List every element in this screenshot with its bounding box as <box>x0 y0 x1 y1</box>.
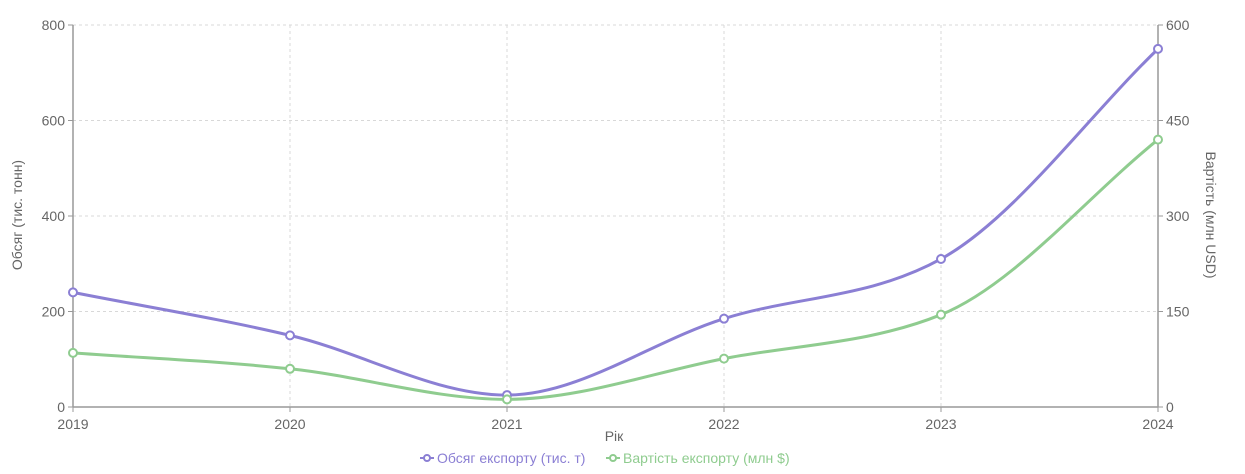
left-y-tick-label: 400 <box>42 208 66 224</box>
right-y-tick-label: 600 <box>1166 17 1190 33</box>
left-y-tick-label: 200 <box>42 304 66 320</box>
right-y-tick-label: 450 <box>1166 113 1190 129</box>
left-y-tick-label: 800 <box>42 17 66 33</box>
data-point-1[interactable] <box>68 347 78 358</box>
legend-label-value: Вартість експорту (млн $) <box>623 450 790 466</box>
left-y-axis-ticks: 0 200 400 600 800 <box>42 17 73 415</box>
x-tick-label: 2020 <box>274 416 305 432</box>
data-point-0[interactable] <box>1153 43 1163 54</box>
legend-label-volume: Обсяг експорту (тис. т) <box>437 450 585 466</box>
right-y-tick-label: 300 <box>1166 208 1190 224</box>
x-tick-label: 2019 <box>57 416 88 432</box>
right-y-axis-title: Вартість (млн USD) <box>1203 151 1219 278</box>
data-point-1[interactable] <box>719 353 729 364</box>
x-tick-label: 2021 <box>491 416 522 432</box>
x-tick-label: 2024 <box>1142 416 1173 432</box>
right-y-tick-label: 150 <box>1166 304 1190 320</box>
right-y-axis-ticks: 0 150 300 450 600 <box>1158 17 1190 415</box>
left-y-axis-title: Обсяг (тис. тонн) <box>9 160 25 270</box>
data-point-0[interactable] <box>719 313 729 324</box>
left-y-tick-label: 0 <box>57 399 65 415</box>
legend: Обсяг експорту (тис. т) Вартість експорт… <box>420 450 790 466</box>
x-axis-ticks: 2019 2020 2021 2022 2023 2024 <box>57 407 1174 432</box>
series-group <box>68 43 1163 405</box>
data-point-0[interactable] <box>285 330 295 341</box>
legend-item-volume[interactable]: Обсяг експорту (тис. т) <box>420 450 585 466</box>
data-point-1[interactable] <box>936 309 946 320</box>
legend-marker-value <box>609 454 617 462</box>
x-tick-label: 2022 <box>708 416 739 432</box>
data-point-1[interactable] <box>502 394 512 405</box>
left-y-tick-label: 600 <box>42 113 66 129</box>
data-point-0[interactable] <box>936 253 946 264</box>
legend-item-value[interactable]: Вартість експорту (млн $) <box>606 450 790 466</box>
right-y-tick-label: 0 <box>1166 399 1174 415</box>
data-point-1[interactable] <box>1153 134 1163 145</box>
x-axis-title: Рік <box>605 428 624 444</box>
series-line-1 <box>72 138 1159 401</box>
legend-marker-volume <box>423 454 431 462</box>
data-point-0[interactable] <box>68 287 78 298</box>
x-tick-label: 2023 <box>925 416 956 432</box>
grid-lines <box>73 24 1158 407</box>
data-point-1[interactable] <box>285 363 295 374</box>
series-line-0 <box>72 47 1160 397</box>
